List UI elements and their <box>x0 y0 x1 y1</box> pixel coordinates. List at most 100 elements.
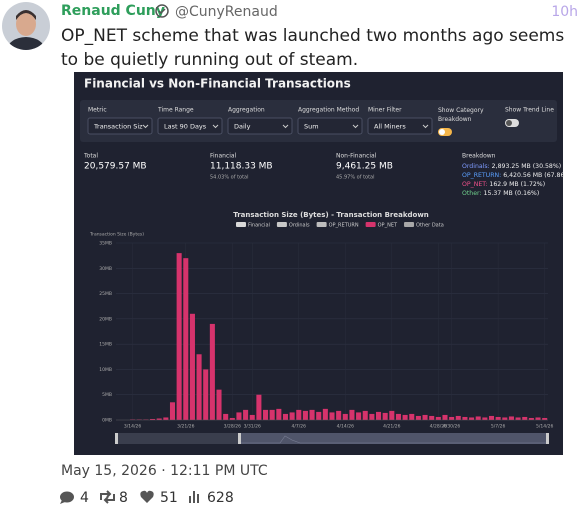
bar <box>495 416 501 420</box>
bar <box>382 412 388 420</box>
bar <box>302 410 308 420</box>
verified-badge <box>155 4 169 18</box>
legend-label: OP_NET <box>378 223 398 229</box>
bar <box>389 410 395 420</box>
breakdown-value: 15.37 MB (0.16%) <box>484 190 540 197</box>
bar <box>316 411 322 420</box>
bar <box>169 402 176 420</box>
filter-select[interactable] <box>227 117 293 135</box>
y-tick-label: 25MB <box>99 291 112 297</box>
bar <box>502 417 508 420</box>
y-tick-label: 15MB <box>99 342 112 348</box>
toggle-label: Show Category Breakdown <box>438 107 484 123</box>
breakdown-name: Ordinals: <box>462 163 490 170</box>
bar <box>189 313 195 420</box>
summary-label: Financial <box>210 153 237 160</box>
bar <box>462 416 468 420</box>
bar <box>375 411 382 420</box>
post-text: to be quietly running out of steam. <box>61 50 358 70</box>
filter-label: Aggregation Method <box>298 107 359 114</box>
summary-note: 45.97% of total <box>336 175 375 181</box>
filter-label: Aggregation <box>228 107 265 114</box>
bar <box>515 417 521 420</box>
embedded-image[interactable]: Financial vs Non-Financial Transactions … <box>74 72 564 455</box>
x-tick-label: 5/7/26 <box>491 424 506 430</box>
reply-count: 4 <box>80 490 89 506</box>
bar <box>349 409 355 420</box>
filter-select[interactable] <box>157 117 223 135</box>
summary-value: 20,579.57 MB <box>84 162 147 172</box>
legend-swatch[interactable] <box>365 222 376 227</box>
author[interactable]: Renaud Cuny <box>61 3 165 19</box>
bar <box>356 412 362 420</box>
range-slider-selection <box>240 433 548 444</box>
y-tick-label: 5MB <box>102 392 112 398</box>
x-tick-label: 4/7/26 <box>292 424 307 430</box>
filter-value: Transaction Siz <box>93 123 143 131</box>
breakdown-label: Breakdown <box>462 153 496 160</box>
filter-select[interactable] <box>367 117 433 135</box>
handle[interactable]: @CunyRenaud <box>175 4 278 20</box>
toggle-knob <box>439 129 445 135</box>
summary-value: 11,118.33 MB <box>210 162 273 172</box>
x-tick-label: 3/28/26 <box>224 424 241 430</box>
y-tick-label: 10MB <box>99 367 112 373</box>
bar <box>256 394 262 420</box>
breakdown-value: 6,420.56 MB (67.86 <box>503 172 564 179</box>
dropdown-arrow <box>352 124 359 129</box>
filter-select[interactable] <box>87 117 153 135</box>
bar <box>522 416 528 420</box>
breakdown-item: Ordinals: 2,893.25 MB (30.58%) <box>462 163 561 170</box>
avatar[interactable] <box>2 2 50 52</box>
bar <box>223 413 229 420</box>
range-handle[interactable] <box>238 433 241 444</box>
dropdown-arrow <box>422 124 429 129</box>
filter-select[interactable] <box>297 117 363 135</box>
dashboard-title: Financial vs Non-Financial Transactions <box>84 77 351 91</box>
range-handle[interactable] <box>115 433 118 444</box>
bar <box>196 354 202 420</box>
breakdown-name: OP_RETURN: <box>462 172 501 179</box>
bar <box>535 417 541 420</box>
bar <box>322 408 328 420</box>
repost-button[interactable] <box>100 490 115 504</box>
bar <box>243 409 249 420</box>
legend-swatch[interactable] <box>276 222 287 227</box>
bar <box>329 412 335 420</box>
views-icon[interactable] <box>189 491 199 503</box>
bar <box>415 415 421 420</box>
filter-value: Sum <box>304 123 319 131</box>
x-tick-label: 3/31/26 <box>244 424 261 430</box>
bar <box>488 415 495 420</box>
filter-label: Time Range <box>157 107 194 114</box>
reply-button[interactable] <box>60 491 74 505</box>
legend-swatch[interactable] <box>404 222 415 227</box>
like-count: 51 <box>160 490 178 506</box>
time[interactable]: 10h <box>551 4 578 20</box>
bar <box>249 414 255 420</box>
bar <box>282 413 289 420</box>
bar <box>475 416 481 420</box>
toggle-knob <box>506 120 512 126</box>
range-slider-minimap <box>240 435 546 444</box>
summary-label: Total <box>83 153 98 160</box>
breakdown-name: Other: <box>462 190 482 197</box>
bar <box>528 417 534 420</box>
legend-swatch[interactable] <box>236 222 246 227</box>
range-handle[interactable] <box>546 433 549 444</box>
y-tick-label: 20MB <box>99 316 112 322</box>
bar <box>342 413 348 420</box>
y-tick-label: 0MB <box>102 418 112 424</box>
bar <box>176 253 182 420</box>
y-axis-title: Transaction Size (Bytes) <box>89 232 144 238</box>
legend-label: Ordinals <box>289 223 310 229</box>
bar <box>409 413 415 420</box>
x-tick-label: 4/14/26 <box>337 424 354 430</box>
like-button[interactable] <box>140 490 154 503</box>
bar <box>156 418 162 420</box>
legend-label: Other Data <box>416 223 444 229</box>
toggle-label-line: Show Category <box>438 107 484 114</box>
legend-swatch[interactable] <box>316 222 327 227</box>
repost-count: 8 <box>119 490 128 506</box>
